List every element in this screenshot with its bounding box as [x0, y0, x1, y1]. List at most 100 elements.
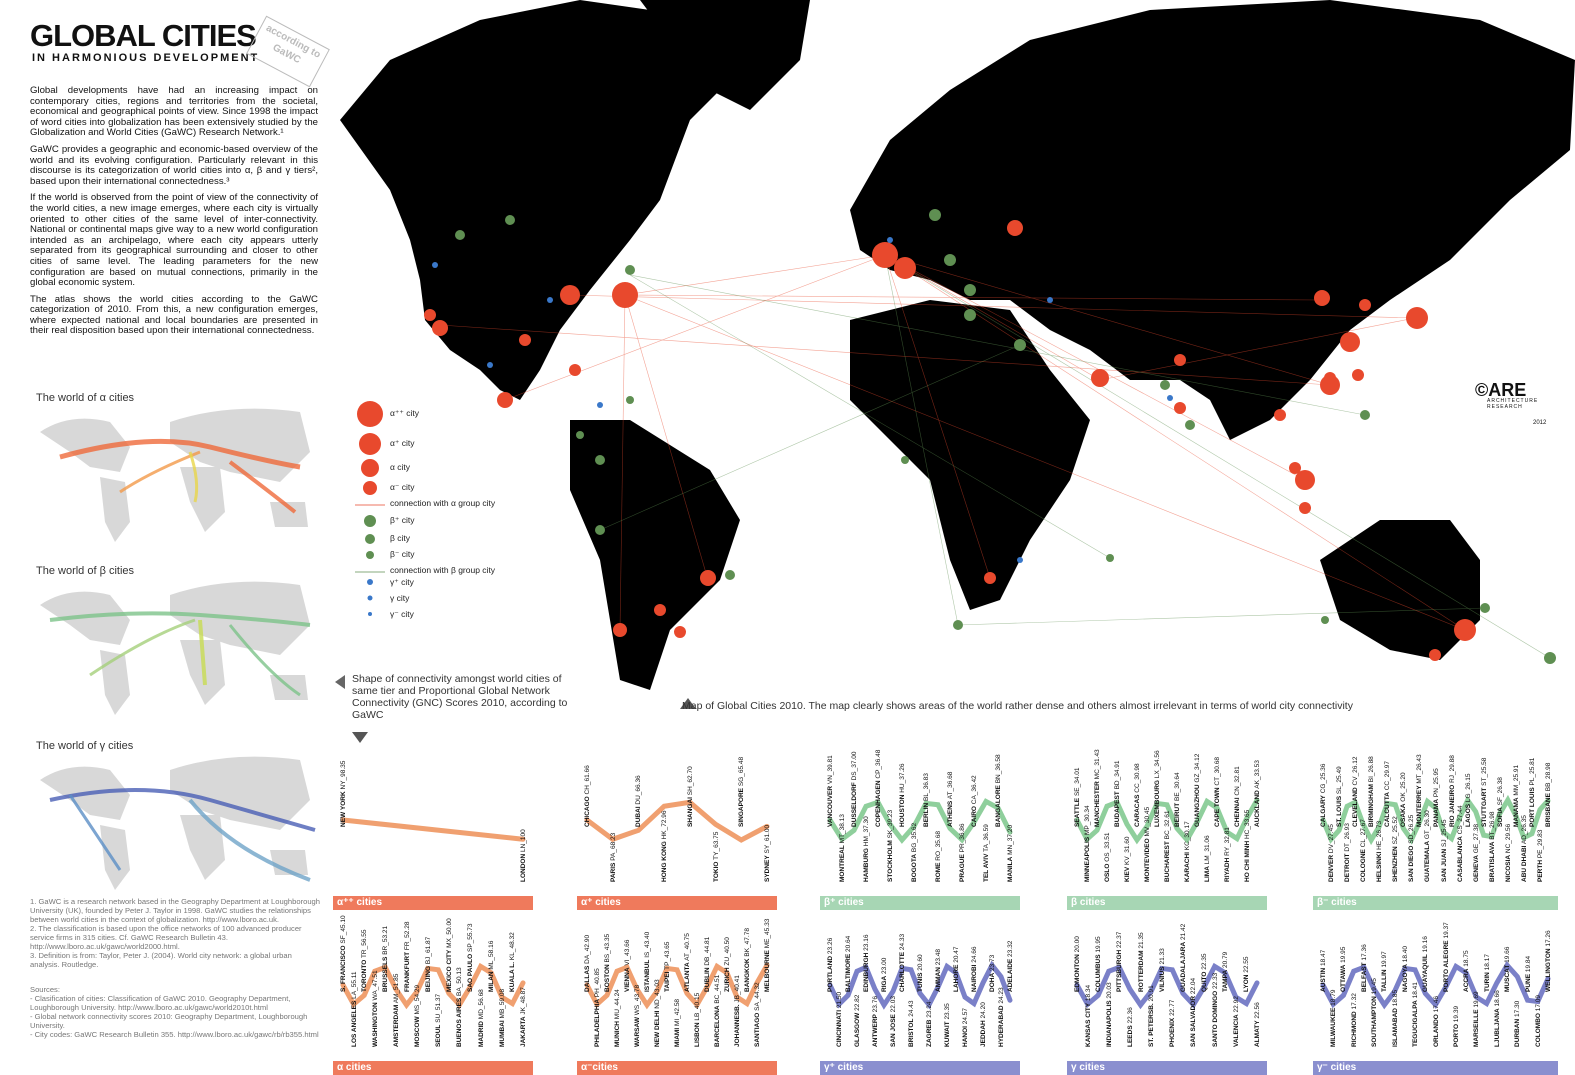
city-montreal	[625, 265, 635, 275]
city-name: SINGAPORE	[738, 787, 746, 827]
landmass-north-america	[340, 0, 730, 400]
city-name: CALGARY	[1320, 795, 1327, 827]
city-name: HONG KONG	[661, 841, 669, 882]
city-moscow	[1007, 220, 1023, 236]
city-name: MIAMI	[674, 1027, 681, 1047]
city-score: 18.47	[1320, 949, 1327, 968]
tier-chart-label: β⁻ cities	[1313, 896, 1558, 910]
tier-chart-city-label: CASABLANCA CS_27.44	[1457, 805, 1464, 882]
legend-gamma-p-marker	[367, 579, 373, 585]
city-score: RJ_29.88	[1448, 755, 1456, 785]
city-score: 18.40	[1401, 945, 1409, 965]
tier-chart-city-label: KANSAS CITY 18.34	[1085, 985, 1092, 1047]
city-score: 21.33	[1158, 948, 1166, 967]
tier-chart-city-label: MINNEAPOLIS MP_30.34	[1084, 805, 1091, 882]
city-score: 18.75	[1463, 950, 1471, 969]
city-name: SAO PAULO	[467, 953, 475, 992]
city-bogota	[595, 455, 605, 465]
city-name: LUXEMBOURG	[1154, 780, 1161, 827]
city-score: MM_25.91	[1512, 764, 1520, 798]
tier-chart-label: α cities	[333, 1061, 533, 1075]
tier-chart-city-label: ROTTERDAM 21.35	[1138, 932, 1145, 992]
city-score: LM_31.06	[1204, 835, 1211, 867]
city-score: SP_55.73	[467, 923, 475, 954]
city-name: GUAYAQUIL	[1422, 954, 1430, 992]
city-name: RIGA	[881, 975, 888, 992]
legend-beta-marker	[365, 534, 375, 544]
tier-chart: β⁺ cities VANCOUVER VN_39.81 MONTREAL MT_3…	[820, 750, 1020, 910]
landmass-eurasia	[850, 0, 1575, 440]
city-name: SAN SALVADOR	[1190, 995, 1198, 1047]
city-name: LISBON	[694, 1022, 701, 1047]
city-name: BEIJING	[424, 965, 432, 992]
city-score: 17.46	[1432, 996, 1440, 1015]
city-score: 21.42	[1179, 923, 1187, 942]
tier-chart-city-label: COLOMBO 17.09	[1535, 995, 1542, 1047]
city-score: MX_50.00	[445, 918, 453, 950]
city-score: HM_37.30	[863, 816, 870, 849]
city-name: BOGOTA	[911, 853, 918, 882]
tier-chart-city-label: GUATEMALA GT_26.30	[1424, 810, 1431, 882]
tier-chart-city-label: DALLAS DA_42.90	[584, 935, 591, 992]
city-name: MARSEILLE	[1473, 1009, 1481, 1047]
city-shanghai	[1340, 332, 1360, 352]
page-subtitle: IN HARMONIOUS DEVELOPMENT	[32, 52, 260, 64]
city-name: OSLO	[1104, 863, 1111, 882]
tier-chart-connections	[584, 799, 770, 843]
city-name: DENVER	[1328, 854, 1336, 882]
tier-chart-city-label: MILWAUKEE 18.79	[1330, 990, 1337, 1047]
tier-chart-city-label: CAPE TOWN CT_30.68	[1214, 757, 1221, 827]
tier-chart-city-label: SHANGAI SH_62.70	[687, 766, 694, 827]
city-score: 21.50	[836, 991, 843, 1010]
city-score: BA_50.13	[456, 967, 464, 998]
tier-chart-city-label: RIGA 23.00	[881, 958, 888, 992]
tier-chart-city-label: BUDAPEST BD_34.91	[1114, 761, 1121, 827]
caption-left-arrow-icon	[335, 675, 345, 689]
intro-text: Global developments have had an increasi…	[30, 85, 318, 343]
tier-chart-city-label: AUSTIN 18.47	[1320, 950, 1327, 992]
world-map-graphic	[340, 0, 1575, 690]
city-score: GT_26.30	[1424, 810, 1432, 841]
city-johannesburg	[984, 572, 996, 584]
city-name: HAMBURG	[863, 848, 870, 882]
city-name: VALENCIA	[1232, 1014, 1240, 1047]
city-score: MP_30.34	[1084, 805, 1091, 837]
tier-chart: γ⁻ cities AUSTIN 18.47 MILWAUKEE 18.79 OTTA…	[1313, 915, 1558, 1075]
city-name: PORTO ALEGRE	[1442, 940, 1450, 992]
city-name: BRUSSELS	[382, 956, 390, 992]
tier-chart-city-label: PUNE 19.84	[1525, 956, 1532, 992]
city-score: MS_54.29	[414, 984, 422, 1017]
city-name: LYON	[1243, 974, 1251, 992]
legend-label: β⁺ city	[390, 515, 415, 525]
tier-chart-city-label: PANAMA PN_25.95	[1433, 768, 1440, 827]
city-score: MB_59.08	[498, 988, 506, 1021]
city-score: 18.41	[1412, 982, 1420, 1001]
tier-chart-label: γ⁻ cities	[1313, 1061, 1558, 1075]
city-score: JK_48.87	[520, 987, 527, 1017]
tier-chart-city-label: BEIRUT BE_30.64	[1174, 772, 1181, 827]
city-score: TR_56.55	[361, 929, 369, 960]
tier-chart-city-label: LONDON LN_100	[520, 829, 527, 882]
city-name: TALLIN	[1381, 969, 1389, 992]
city-score: CS_27.44	[1456, 805, 1464, 837]
tier-chart-connections	[584, 962, 770, 1010]
city-score: SF_45.10	[340, 915, 347, 946]
city-name: ISTANBUL	[644, 959, 651, 992]
tier-chart-city-label: MOSCOW MS_54.29	[414, 985, 421, 1047]
city-score: PR_36.86	[959, 823, 966, 855]
tier-chart: γ cities EDMONTON 20.00 KANSAS CITY 18.34 C…	[1067, 915, 1267, 1075]
tier-chart-city-label: NICOSIA NC_29.56	[1505, 824, 1512, 882]
city-cairo	[1014, 339, 1026, 351]
city-score: VI_43.66	[624, 939, 631, 968]
city-name: KUWAIT	[944, 1021, 951, 1047]
city-name: RIO JANEIRO	[1448, 784, 1456, 827]
tier-chart-city-label: SANTIAGO SA_44.32	[754, 982, 761, 1047]
legend-alpha-p-marker	[359, 433, 381, 455]
city-score: 19.69	[1473, 991, 1481, 1010]
city-score: 22.36	[1126, 1007, 1134, 1026]
city-name: BRISBANE	[1545, 793, 1552, 827]
city-name: WELLINGTON	[1545, 948, 1552, 992]
city-name: PORTO	[1452, 1024, 1460, 1047]
city-score: GE_27.38	[1472, 823, 1480, 856]
city-name: HYDERABAD	[998, 1005, 1005, 1047]
